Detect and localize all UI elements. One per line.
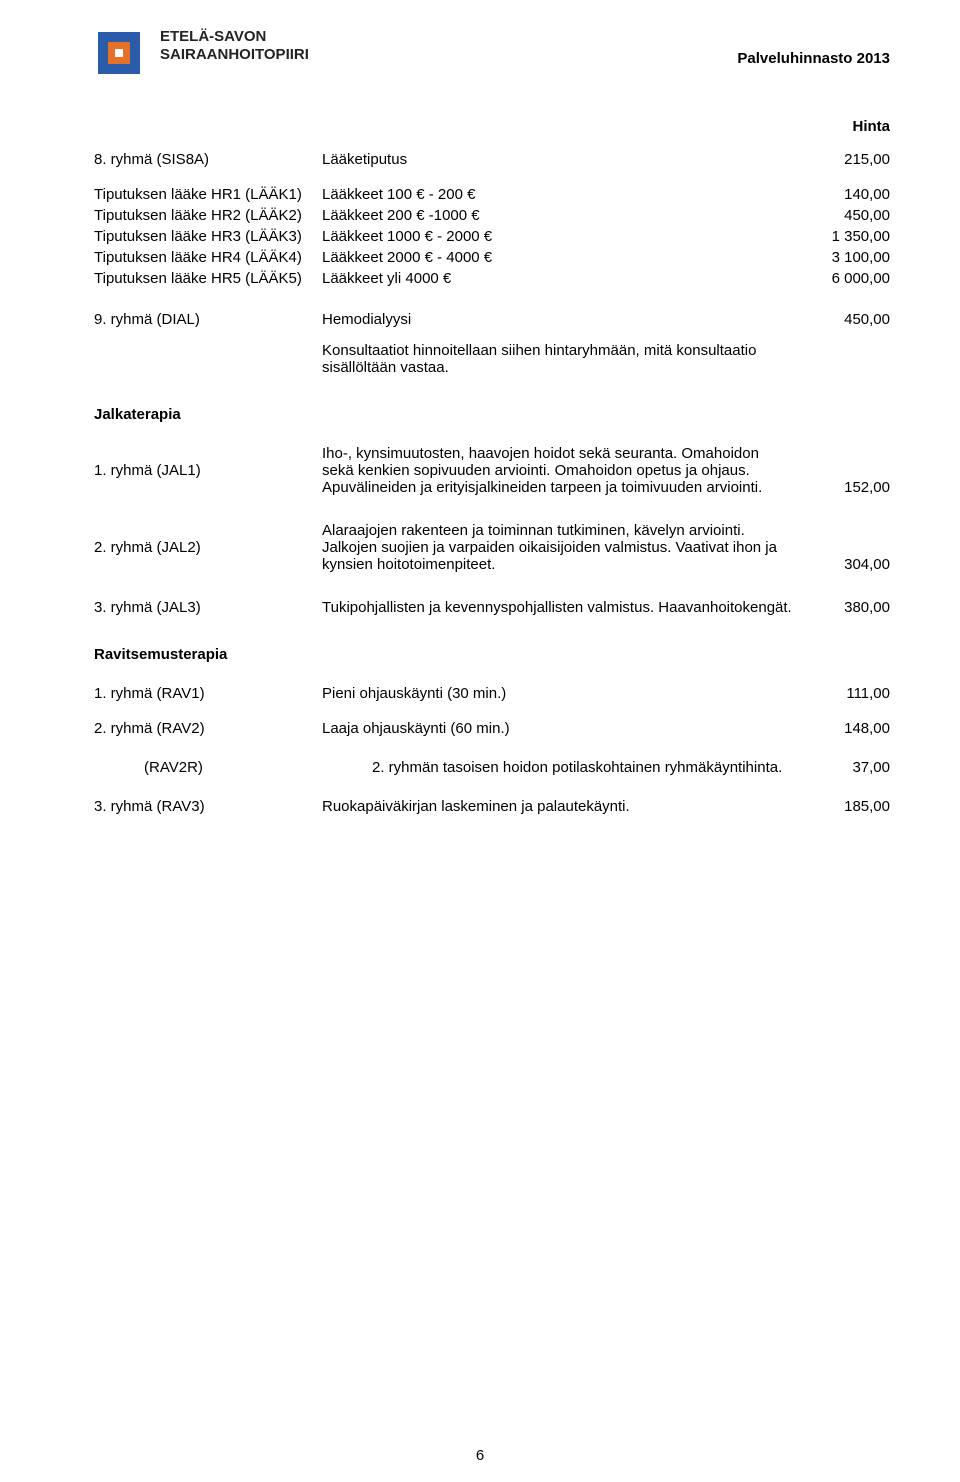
desc: Lääkkeet 200 € -1000 € (322, 207, 800, 224)
section-ravitsemusterapia: Ravitsemusterapia (94, 646, 890, 663)
row-jal: 2. ryhmä (JAL2)Alaraajojen rakenteen ja … (94, 522, 890, 573)
row-rav: 2. ryhmä (RAV2)Laaja ohjauskäynti (60 mi… (94, 720, 890, 737)
label: 1. ryhmä (JAL1) (94, 462, 322, 479)
row-rav: 1. ryhmä (RAV1)Pieni ohjauskäynti (30 mi… (94, 685, 890, 702)
desc: 2. ryhmän tasoisen hoidon potilaskohtain… (372, 759, 800, 776)
desc: Lääketiputus (322, 151, 800, 168)
price: 6 000,00 (800, 270, 890, 287)
row-group8: 8. ryhmä (SIS8A) Lääketiputus 215,00 (94, 151, 890, 168)
label: 3. ryhmä (JAL3) (94, 599, 322, 616)
label: 2. ryhmä (RAV2) (94, 720, 322, 737)
label: Tiputuksen lääke HR3 (LÄÄK3) (94, 228, 322, 245)
label: 2. ryhmä (JAL2) (94, 539, 322, 556)
desc: Laaja ohjauskäynti (60 min.) (322, 720, 800, 737)
row-rav2r: (RAV2R) 2. ryhmän tasoisen hoidon potila… (94, 759, 890, 776)
label: 8. ryhmä (SIS8A) (94, 151, 322, 168)
desc: Lääkkeet 2000 € - 4000 € (322, 249, 800, 266)
row-hr: Tiputuksen lääke HR2 (LÄÄK2)Lääkkeet 200… (94, 207, 890, 224)
org-logo-icon (94, 28, 150, 78)
price: 1 350,00 (800, 228, 890, 245)
label: 9. ryhmä (DIAL) (94, 311, 322, 328)
row-rav3: 3. ryhmä (RAV3) Ruokapäiväkirjan laskemi… (94, 798, 890, 815)
section-jalkaterapia: Jalkaterapia (94, 406, 890, 423)
price: 304,00 (800, 556, 890, 573)
price: 215,00 (800, 151, 890, 168)
price: 185,00 (800, 798, 890, 815)
page-header: ETELÄ-SAVON SAIRAANHOITOPIIRI Palveluhin… (94, 28, 890, 78)
price: 148,00 (800, 720, 890, 737)
org-line1: ETELÄ-SAVON (160, 28, 309, 46)
desc: Tukipohjallisten ja kevennyspohjallisten… (322, 599, 800, 616)
label: Tiputuksen lääke HR1 (LÄÄK1) (94, 186, 322, 203)
label: 1. ryhmä (RAV1) (94, 685, 322, 702)
row-hr: Tiputuksen lääke HR1 (LÄÄK1)Lääkkeet 100… (94, 186, 890, 203)
org-line2: SAIRAANHOITOPIIRI (160, 46, 309, 64)
price: 140,00 (800, 186, 890, 203)
price: 380,00 (800, 599, 890, 616)
hinta-label: Hinta (94, 118, 890, 135)
price: 450,00 (800, 207, 890, 224)
label: 3. ryhmä (RAV3) (94, 798, 322, 815)
row-jal: 3. ryhmä (JAL3)Tukipohjallisten ja keven… (94, 599, 890, 616)
label: Tiputuksen lääke HR2 (LÄÄK2) (94, 207, 322, 224)
desc: Hemodialyysi (322, 311, 800, 328)
page-number: 6 (0, 1447, 960, 1464)
org-block: ETELÄ-SAVON SAIRAANHOITOPIIRI (94, 28, 309, 78)
price: 111,00 (800, 685, 890, 702)
label: Tiputuksen lääke HR4 (LÄÄK4) (94, 249, 322, 266)
desc: Pieni ohjauskäynti (30 min.) (322, 685, 800, 702)
dial-note: Konsultaatiot hinnoitellaan siihen hinta… (322, 342, 800, 376)
desc: Iho-, kynsimuutosten, haavojen hoidot se… (322, 445, 800, 496)
desc: Lääkkeet 100 € - 200 € (322, 186, 800, 203)
desc: Alaraajojen rakenteen ja toiminnan tutki… (322, 522, 800, 573)
price: 37,00 (800, 759, 890, 776)
price: 152,00 (800, 479, 890, 496)
row-jal: 1. ryhmä (JAL1)Iho-, kynsimuutosten, haa… (94, 445, 890, 496)
price: 450,00 (800, 311, 890, 328)
label: Tiputuksen lääke HR5 (LÄÄK5) (94, 270, 322, 287)
label: (RAV2R) (94, 759, 372, 776)
row-hr: Tiputuksen lääke HR3 (LÄÄK3)Lääkkeet 100… (94, 228, 890, 245)
org-name: ETELÄ-SAVON SAIRAANHOITOPIIRI (160, 28, 309, 64)
doc-title: Palveluhinnasto 2013 (737, 50, 890, 67)
dial-note-row: Konsultaatiot hinnoitellaan siihen hinta… (94, 342, 890, 376)
row-hr: Tiputuksen lääke HR4 (LÄÄK4)Lääkkeet 200… (94, 249, 890, 266)
desc: Lääkkeet yli 4000 € (322, 270, 800, 287)
row-hr: Tiputuksen lääke HR5 (LÄÄK5)Lääkkeet yli… (94, 270, 890, 287)
desc: Lääkkeet 1000 € - 2000 € (322, 228, 800, 245)
row-dial: 9. ryhmä (DIAL) Hemodialyysi 450,00 (94, 311, 890, 328)
price: 3 100,00 (800, 249, 890, 266)
desc: Ruokapäiväkirjan laskeminen ja palautekä… (322, 798, 800, 815)
